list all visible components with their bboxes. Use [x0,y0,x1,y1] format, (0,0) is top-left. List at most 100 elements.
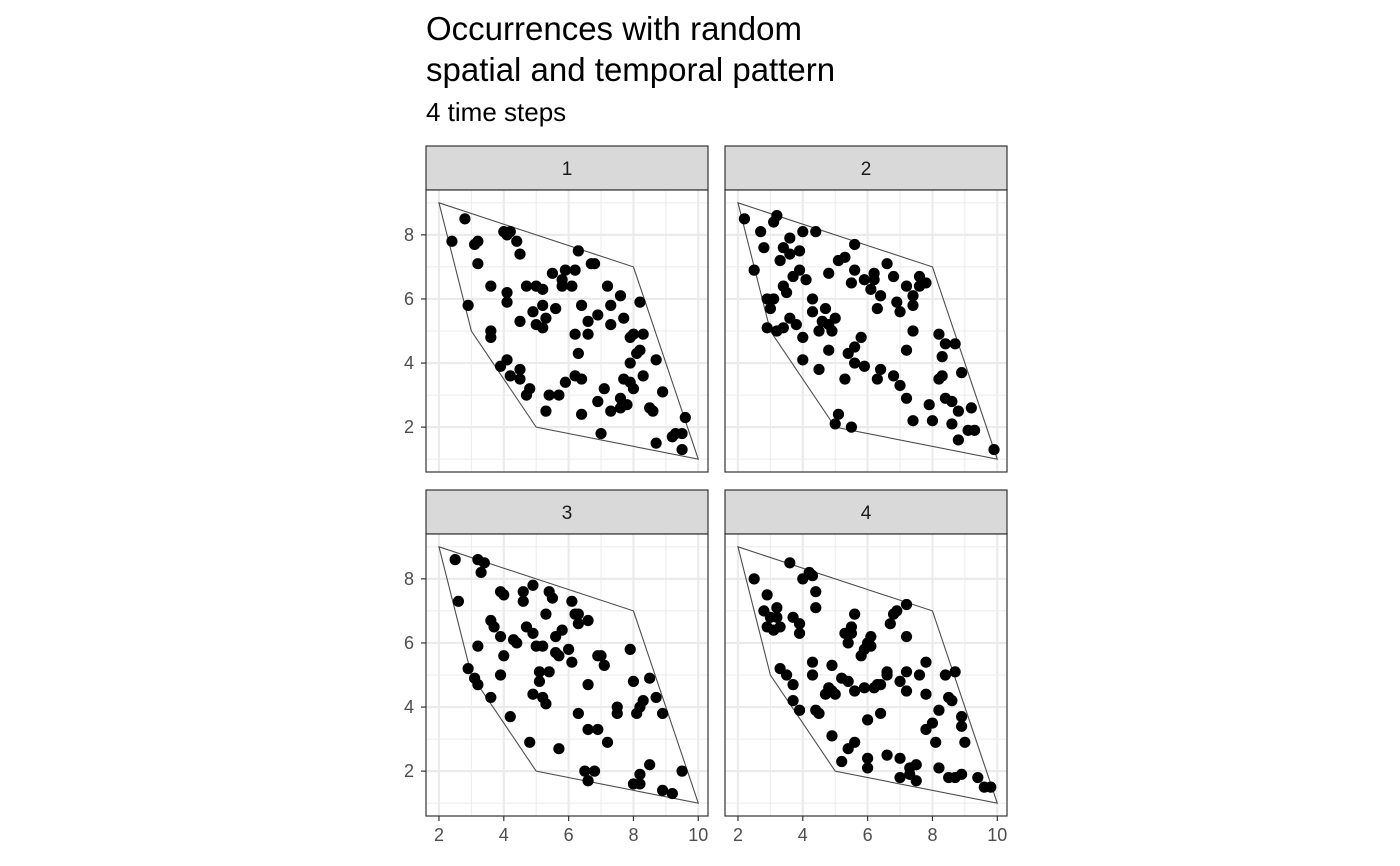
occurrence-point [952,434,964,446]
occurrence-point [478,557,490,569]
occurrence-point [748,264,760,276]
occurrence-point [797,331,809,344]
chart-subtitle: 4 time steps [426,97,567,127]
occurrence-point [900,685,913,697]
occurrence-point [569,328,581,340]
occurrence-point [546,592,559,604]
occurrence-point [627,328,640,340]
occurrence-point [755,226,767,238]
occurrence-point [894,379,906,392]
occurrence-point [475,566,487,579]
occurrence-point [936,370,948,382]
occurrence-point [806,306,819,318]
facet-panel-4: 4 2 4 6 8 10 [724,489,1008,845]
occurrence-point [504,711,516,723]
occurrence-point [842,347,854,360]
occurrence-point [449,554,461,566]
occurrence-point [810,226,822,238]
occurrence-point [611,701,623,713]
occurrence-point [634,344,646,356]
occurrence-point [900,392,913,404]
study-area-polygon [737,545,999,804]
occurrence-point [657,707,669,720]
x-tick-label: 2 [733,825,743,845]
occurrence-point [826,659,838,671]
occurrence-point [862,762,874,774]
occurrence-point [679,411,691,424]
occurrence-point [939,669,952,681]
occurrence-point [800,274,812,286]
panel-border [724,189,1008,473]
facet-strip-label: 2 [861,159,872,180]
occurrence-point [758,242,770,254]
occurrence-point [920,688,932,700]
occurrence-point [913,669,926,681]
occurrence-point [582,328,594,340]
occurrence-point [881,666,893,678]
occurrence-point [813,325,825,337]
occurrence-point [572,608,584,620]
occurrence-point [504,226,516,238]
occurrence-point [829,312,841,324]
occurrence-point [676,443,688,456]
facet-panel-1: 1 2 4 6 8 [404,145,709,473]
occurrence-point [624,357,636,369]
occurrence-point [874,363,887,376]
occurrence-point [572,618,584,630]
occurrence-point [592,395,604,408]
occurrence-point [634,778,646,790]
occurrence-point [871,302,883,315]
occurrence-point [849,357,861,369]
occurrence-point [472,679,484,691]
occurrence-point [563,643,575,655]
occurrence-point [858,360,870,372]
occurrence-point [462,662,474,675]
occurrence-point [498,650,510,662]
occurrence-point [485,691,497,704]
occurrence-point [676,765,688,777]
occurrence-point [634,296,646,308]
chart-title: Occurrences with random spatial and temp… [426,10,836,88]
occurrence-point [764,302,776,315]
occurrence-point [887,270,900,283]
occurrence-point [575,408,588,420]
occurrence-point [774,254,786,267]
facet-strip [425,489,709,535]
occurrence-point [952,405,964,417]
occurrence-point [839,373,851,385]
occurrence-point [657,784,669,796]
occurrence-point [826,730,838,742]
occurrence-point [907,415,919,427]
occurrence-point [748,573,760,585]
occurrence-point [637,695,649,707]
occurrence-point [566,656,578,668]
occurrence-point [959,736,971,748]
occurrence-point [514,363,526,376]
occurrence-point [598,659,610,671]
occurrence-point [592,309,604,321]
occurrence-point [894,752,906,764]
occurrence-point [514,315,526,327]
occurrence-point [787,695,799,707]
occurrence-point [894,306,906,318]
occurrence-point [498,589,510,601]
x-tick-label: 6 [863,825,873,845]
occurrence-point [968,424,981,436]
occurrence-point [874,290,887,302]
occurrence-point [588,765,601,777]
occurrence-point [881,258,893,270]
occurrence-point [813,707,825,720]
occurrence-point [666,431,678,443]
occurrence-point [956,367,968,379]
occurrence-point [933,328,945,340]
occurrence-point [676,427,688,440]
occurrence-point [865,283,877,295]
occurrence-point [650,691,662,704]
occurrence-point [614,290,627,302]
occurrence-point [446,235,458,247]
occurrence-point [553,389,565,401]
occurrence-point [472,640,484,652]
occurrence-point [559,264,571,276]
occurrence-point [627,675,640,688]
occurrence-point [618,312,630,324]
